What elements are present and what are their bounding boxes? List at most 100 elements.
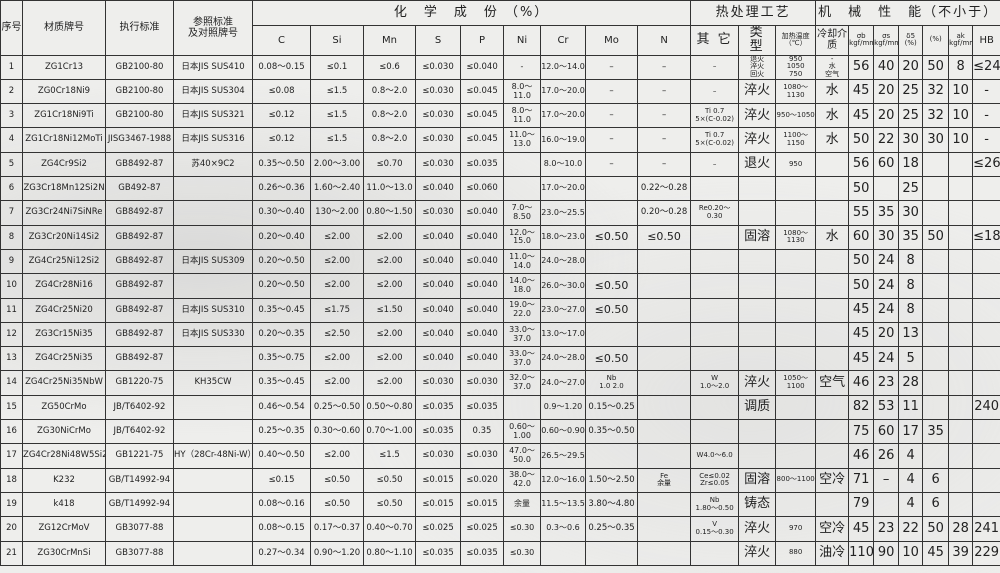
cell-s: ≤0.040 [415,248,461,275]
cell-c: 0.46～0.54 [252,394,311,421]
cell-si: ≤2.00 [310,273,364,299]
cell-heating-temp [775,443,817,469]
cell-cooling-medium [815,491,850,518]
cell-mo: Nb 1.0 2.0 [585,370,638,396]
cell-heating-temp: 1080～1130 [775,224,817,250]
cell-si: ≤2.00 [310,224,364,250]
cell-n [636,370,692,396]
cell-type: 淬火 [738,516,777,542]
cell-seq: 17 [0,443,23,469]
cell-cooling-medium [815,273,850,299]
cell-type: 固溶 [738,224,777,250]
cell-heating-temp [775,176,817,202]
cell-mo: ≤0.50 [585,297,638,323]
cell-tensile-strength: 45 [848,103,875,129]
cell-elongation: 30 [898,127,924,153]
cell-ni: ≤0.30 [503,516,541,542]
cell-cooling-medium: 水 [815,78,850,105]
cell-ni: ≤0.30 [503,540,541,566]
cell-impact: 10 [948,127,974,153]
cell-mn: 0.70～1.00 [363,419,416,445]
cell-cr: 17.0～20.0 [540,78,586,105]
cell-p: ≤0.060 [460,176,504,202]
cell-cr: 18.0～23.0 [540,224,586,250]
cell-seq: 1 [0,54,23,80]
cell-seq: 3 [0,103,23,129]
cell-type: 调质 [738,394,777,421]
cell-elongation: 25 [898,176,924,202]
header-ni: Ni [503,25,541,56]
cell-type: 淬火 [738,540,777,566]
cell-reference [173,516,253,542]
cell-reference [173,176,253,202]
cell-tensile-strength: 45 [848,321,875,348]
header-cr: Cr [540,25,586,56]
cell-elongation: 22 [898,516,924,542]
cell-reduction-of-area: 32 [922,78,950,105]
header-n: N [636,25,692,56]
cell-c: 0.20～0.40 [252,224,311,250]
cell-mo [585,321,638,348]
table-row: 2 ZG0Cr18Ni9 GB2100-80 日本JIS SUS304 ≤0.08 ≤1.… [0,78,1000,105]
cell-c: 0.20～0.35 [252,321,311,348]
cell-standard: GB8492-87 [105,200,174,226]
cell-other [690,273,740,299]
cell-mn: 11.0～13.0 [363,176,416,202]
cell-standard: GB8492-87 [105,297,174,323]
cell-n: – [636,54,692,80]
header-reduction-of-area: (%) [922,25,950,56]
cell-ni: 32.0～37.0 [503,370,541,396]
cell-elongation: 5 [898,346,924,372]
cell-elongation: 17 [898,419,924,445]
cell-yield-strength: – [873,467,900,493]
cell-other: – [690,78,740,105]
cell-yield-strength: 24 [873,346,900,372]
cell-p: ≤0.045 [460,103,504,129]
cell-si: ≤2.50 [310,321,364,348]
cell-standard: GB3077-88 [105,540,174,566]
cell-ni [503,176,541,202]
cell-mo: 3.80～4.80 [585,491,638,518]
cell-p: ≤0.035 [460,151,504,178]
cell-type: 淬火 [738,370,777,396]
cell-n [636,248,692,275]
cell-tensile-strength: 45 [848,516,875,542]
cell-reference: KH35CW [173,370,253,396]
cell-s: ≤0.030 [415,54,461,80]
cell-p: ≤0.040 [460,200,504,226]
cell-other [690,346,740,372]
cell-hardness [972,443,1000,469]
cell-material: ZG4Cr9Si2 [22,151,106,178]
cell-s: ≤0.030 [415,200,461,226]
cell-hardness [972,200,1000,226]
cell-c: ≤0.12 [252,127,311,153]
cell-reduction-of-area [922,297,950,323]
cell-p: ≤0.025 [460,516,504,542]
cell-yield-strength: 30 [873,224,900,250]
cell-material: ZG4Cr25Ni20 [22,297,106,323]
cell-mo: – [585,151,638,178]
cell-mo: ≤0.50 [585,273,638,299]
cell-cooling-medium [815,297,850,323]
cell-tensile-strength: 46 [848,443,875,469]
cell-p: ≤0.045 [460,127,504,153]
cell-type: 固溶 [738,467,777,493]
cell-hardness: - [972,103,1000,129]
cell-tensile-strength: 75 [848,419,875,445]
header-type: 类 型 [738,25,777,56]
cell-c: 0.08～0.16 [252,491,311,518]
cell-elongation: 8 [898,248,924,275]
cell-ni: 33.0～37.0 [503,346,541,372]
cell-cr: 26.0～30.0 [540,273,586,299]
cell-si: 130～2.00 [310,200,364,226]
cell-s: ≤0.030 [415,443,461,469]
cell-p: ≤0.030 [460,370,504,396]
cell-impact: 39 [948,540,974,566]
cell-mn: ≤0.70 [363,151,416,178]
cell-mn: ≤2.00 [363,321,416,348]
table-row: 7 ZG3Cr24Ni7SiNRe GB8492-87 0.30～0.40 130～2.… [0,200,1000,226]
cell-elongation: 11 [898,394,924,421]
cell-material: ZG30NiCrMo [22,419,106,445]
cell-yield-strength: 24 [873,248,900,275]
cell-tensile-strength: 45 [848,78,875,105]
